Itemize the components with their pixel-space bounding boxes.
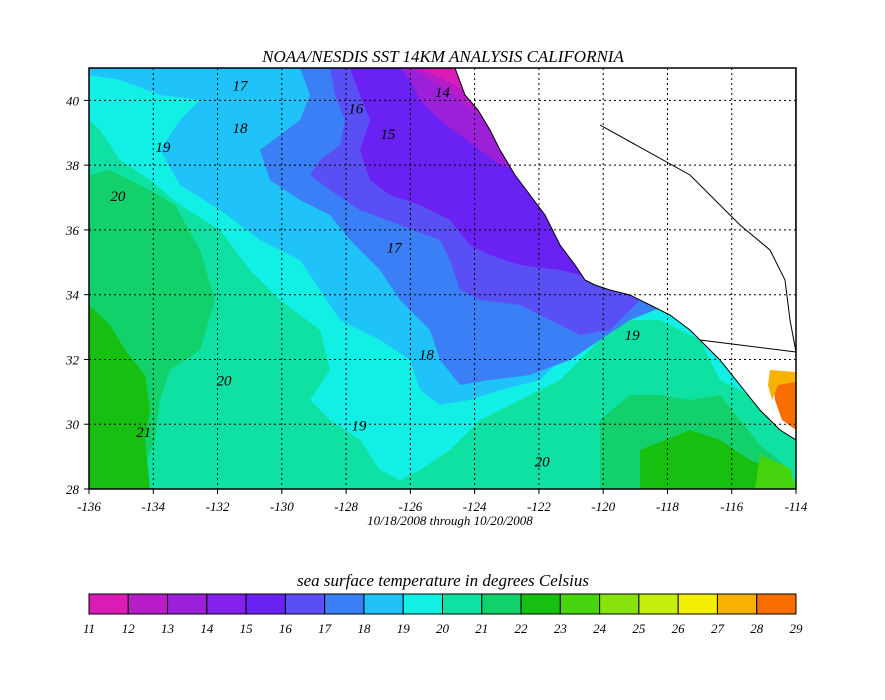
colorbar-label: 19 [397, 621, 411, 636]
colorbar-label: 27 [711, 621, 725, 636]
lat-tick-label: 28 [66, 482, 80, 497]
state-border-ca-nv [599, 124, 796, 353]
colorbar-label: 18 [357, 621, 371, 636]
colorbar-swatch [245, 593, 286, 615]
sst-band-27-gulf [772, 375, 796, 430]
lat-tick-label: 34 [65, 288, 80, 303]
colorbar-label: 16 [279, 621, 293, 636]
colorbar-label: 24 [593, 621, 607, 636]
contour-label: 18 [419, 347, 435, 363]
colorbar-swatch [677, 593, 718, 615]
colorbar-label: 20 [436, 621, 450, 636]
lon-tick-label: -120 [591, 499, 615, 514]
date-range: 10/18/2008 through 10/20/2008 [367, 513, 533, 528]
colorbar-swatch [127, 593, 169, 615]
us-mexico-border [699, 339, 796, 353]
colorbar-label: 28 [750, 621, 764, 636]
lon-tick-label: -116 [720, 499, 743, 514]
colorbar-swatch [206, 593, 247, 615]
lon-tick-label: -126 [398, 499, 422, 514]
colorbar-swatch [756, 593, 797, 615]
longitude-tick-labels: -136 -134 -132 -130 -128 -126 -124 -122 -120 -118… [77, 489, 808, 514]
contour-label: 19 [351, 419, 367, 435]
colorbar-label: 15 [240, 621, 254, 636]
colorbar-swatch [599, 593, 640, 615]
colorbar-swatch [442, 593, 483, 615]
colorbar-label: 23 [554, 621, 568, 636]
colorbar-swatch [716, 593, 758, 615]
sst-band-22-west [89, 305, 150, 489]
land-california [455, 68, 796, 352]
lon-tick-label: -128 [334, 499, 358, 514]
contour-label: 19 [625, 328, 641, 344]
coastline [454, 68, 796, 441]
sst-band-23-baja [755, 455, 796, 489]
colorbar-swatch [167, 593, 208, 615]
lon-tick-label: -118 [656, 499, 679, 514]
contour-label: 15 [380, 127, 396, 143]
contour-label: 20 [216, 373, 232, 389]
contour-label: 19 [155, 140, 171, 156]
map-title: NOAA/NESDIS SST 14KM ANALYSIS CALIFORNIA [261, 47, 624, 66]
lon-tick-label: -132 [206, 499, 230, 514]
contour-label: 17 [387, 241, 404, 257]
lat-tick-label: 38 [65, 158, 80, 173]
lon-tick-label: -124 [463, 499, 487, 514]
contour-label: 20 [110, 189, 126, 205]
contour-label: 16 [348, 101, 364, 117]
colorbar-label: 11 [83, 621, 95, 636]
colorbar-swatch [88, 593, 129, 615]
lon-tick-label: -130 [270, 499, 294, 514]
lon-tick-label: -134 [141, 499, 165, 514]
colorbar-label: 17 [318, 621, 332, 636]
lon-tick-label: -122 [527, 499, 551, 514]
lat-tick-label: 30 [65, 417, 80, 432]
colorbar [88, 593, 797, 615]
contour-label: 17 [233, 79, 250, 95]
lat-tick-label: 36 [65, 223, 80, 238]
colorbar-swatch [520, 593, 561, 615]
lon-tick-label: -136 [77, 499, 101, 514]
colorbar-label: 12 [122, 621, 136, 636]
contour-label: 21 [136, 425, 151, 441]
sst-band-22-southeast [640, 430, 780, 489]
colorbar-label: 21 [475, 621, 488, 636]
latitude-tick-labels: 28 30 32 34 36 38 40 [65, 93, 89, 497]
colorbar-swatch [559, 593, 601, 615]
colorbar-swatch [284, 593, 326, 615]
colorbar-swatch [638, 593, 679, 615]
colorbar-swatch [324, 593, 365, 615]
colorbar-labels: 11 12 13 14 15 16 17 18 19 20 21 22 23 24 25 26 27 28 29 [83, 621, 803, 636]
map-plot: 17 18 19 20 16 14 15 17 18 19 20 21 20 19 [89, 68, 796, 489]
colorbar-label: 26 [672, 621, 686, 636]
colorbar-swatch [363, 593, 404, 615]
colorbar-swatch [402, 593, 444, 615]
lon-tick-label: -114 [785, 499, 808, 514]
colorbar-label: 13 [161, 621, 175, 636]
contour-label: 20 [535, 454, 551, 470]
map-grid [89, 68, 796, 489]
colorbar-title: sea surface temperature in degrees Celsi… [297, 571, 589, 590]
colorbar-label: 25 [632, 621, 646, 636]
colorbar-label: 22 [515, 621, 529, 636]
map-frame [88, 67, 797, 490]
lat-tick-label: 40 [66, 93, 80, 108]
colorbar-label: 14 [200, 621, 214, 636]
contour-label: 14 [435, 85, 451, 101]
contour-labels: 17 18 19 20 16 14 15 17 18 19 20 21 20 19 [110, 79, 640, 471]
colorbar-swatch [481, 593, 522, 615]
lat-tick-label: 32 [65, 352, 80, 367]
colorbar-label: 29 [790, 621, 804, 636]
sst-band-26-gulf [768, 370, 796, 400]
contour-label: 18 [233, 121, 249, 137]
